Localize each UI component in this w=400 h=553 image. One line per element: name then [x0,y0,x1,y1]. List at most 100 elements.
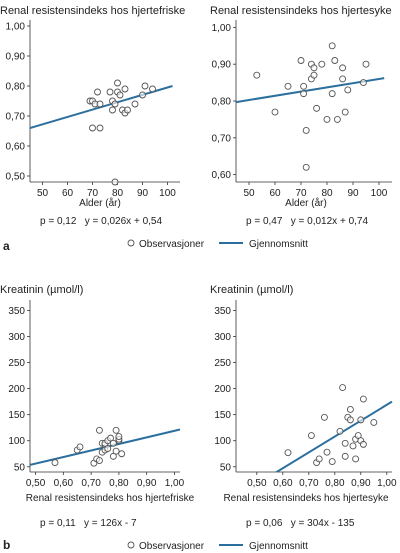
panel-b1-xtick-label: 0,90 [137,478,157,489]
panel-b2-data-point [359,440,367,448]
panel-b1-xtick-label: 0,80 [109,478,129,489]
panel-a1-title: Renal resistensindeks hos hjertefriske [0,5,185,17]
panel-b2-xtick-label: 0,80 [325,478,345,489]
panel-b2-xtick-label: 0,60 [273,478,293,489]
panel-b1-ytick-label: 50 [14,462,26,473]
panel-a2-data-point [313,104,321,112]
panel-a2-data-point [302,163,310,171]
panel-a2-data-point [271,108,279,116]
panel-b2-ytick-label: 100 [214,436,231,447]
panel-b2-ytick-label: 250 [214,358,231,369]
panel-b1-xtick-label: 0,70 [81,478,101,489]
panel-a1-xtick-label: 50 [37,188,49,199]
legend-a-observations: Observasjoner [139,239,205,250]
panel-b1-ytick-label: 250 [8,358,25,369]
panel-b1-xtick-label: 1,00 [165,478,185,489]
panel-a2-xtick-label: 60 [269,188,281,199]
panel-a1-data-point [96,124,104,132]
panel-b1-data-point [118,450,126,458]
panel-a2-stats: p = 0,47 y = 0,012x + 0,74 [246,216,368,227]
legend-b-marker-icon [127,541,135,549]
panel-b2-xtick-label: 0,50 [247,478,267,489]
panel-a1-data-point [96,100,104,108]
panel-a2-data-point [339,75,347,83]
panel-a1-data-point [139,91,146,99]
panel-a2-data-point [333,115,341,123]
panel-b2: 50 100 150 200 250 300 350 0,50 0,60 0,70 0,80 0,90… [214,300,397,489]
panel-a1-data-point [114,79,121,87]
legend-a-average: Gjennomsnitt [249,239,308,250]
panel-a1-stats: p = 0,12 y = 0,026x + 0,54 [40,216,162,227]
panel-b1-data-point [109,452,117,460]
panel-a1-xtick-label: 70 [87,188,99,199]
legend-b: Observasjoner Gjennomsnitt [127,541,308,552]
panel-a1-ytick-label: 0,50 [6,172,26,183]
panel-b1-stats: p = 0,11 y = 126x - 7 [40,518,137,529]
panel-b2-ytick-label: 300 [214,332,231,343]
panel-b1-xtick-label: 0,50 [26,478,46,489]
panel-a2-data-point [253,71,261,79]
panel-a1-xtick-label: 90 [137,188,149,199]
panel-a1-data-point [116,91,124,99]
panel-b1-title: Kreatinin (µmol/l) [0,284,83,296]
panel-a2-data-point [339,64,347,72]
panel-a2-data-point [310,64,318,72]
panel-b2-data-point [339,384,347,392]
panel-a2-ytick-label: 1,00 [212,23,232,34]
panel-a2-data-point [328,42,336,50]
legend-a-marker-icon [127,239,135,247]
panel-a2-data-point [310,71,318,79]
panel-b1: 50 100 150 200 250 300 350 0,50 0,60 0,70 0,80 0,90… [8,300,185,489]
panel-b2-data-point [284,449,292,457]
panel-b2-ytick-label: 200 [214,384,231,395]
panel-b1-ytick-label: 200 [8,384,25,395]
panel-a2-ytick-label: 0,80 [212,97,232,108]
panel-b2-title: Kreatinin (µmol/l) [210,284,293,296]
panel-b1-data-point [112,426,120,434]
panel-a1-ytick-label: 1,00 [6,22,26,33]
panel-b2-regression-line [274,400,393,472]
panel-a2: 0,60 0,70 0,80 0,90 1,00 50 60 70 80 90 100 [212,20,392,199]
panel-a2-regression-line [236,77,385,104]
panel-b1-data-point [107,434,115,442]
panel-b1-ytick-label: 100 [8,436,25,447]
panel-a2-data-point [328,90,336,98]
panel-b1-data-point [109,439,117,447]
panel-b2-data-point [349,442,357,450]
panel-b2-data-point [341,439,349,447]
panel-b1-data-point [104,445,112,452]
panel-b2-data-point [352,455,360,463]
panel-a1-xtick-label: 60 [62,188,74,199]
panel-a2-data-point [341,108,349,116]
panel-a1-ytick-label: 0,60 [6,142,26,153]
panel-a1-data-point [121,85,129,93]
panel-b1-xlabel: Renal resistensindeks hos hjertefriske [26,493,195,504]
panel-a2-xtick-label: 70 [295,188,307,199]
panel-b1-ytick-label: 350 [8,306,25,317]
panel-b2-data-point [359,395,367,403]
panel-b2-xtick-label: 0,90 [351,478,371,489]
panel-b1-xtick-label: 0,60 [54,478,74,489]
panel-b2-data-point [320,413,328,421]
panel-a2-data-point [300,82,308,90]
panel-b2-xtick-label: 0,70 [299,478,319,489]
panel-a1-data-point [149,85,156,93]
panel-a1-xlabel: Alder (år) [79,197,121,209]
panel-letter-b: b [3,538,10,552]
panel-a2-data-point [344,86,352,94]
panel-a1-ytick-label: 0,90 [6,52,26,63]
panel-a2-data-point [302,127,310,134]
panel-b1-ytick-label: 300 [8,332,25,343]
panel-b2-stats: p = 0,06 y = 304x - 135 [246,518,355,529]
panel-a2-ytick-label: 0,60 [212,170,232,181]
panel-a2-data-point [297,57,305,64]
panel-b2-xtick-label: 1,00 [377,478,397,489]
panel-a2-xtick-label: 100 [371,188,388,199]
panel-a1-data-point [124,106,131,114]
panel-b2-data-point [341,452,349,460]
panel-a2-xtick-label: 90 [347,188,359,199]
legend-b-average: Gjennomsnitt [249,541,308,552]
legend-b-observations: Observasjoner [139,541,205,552]
